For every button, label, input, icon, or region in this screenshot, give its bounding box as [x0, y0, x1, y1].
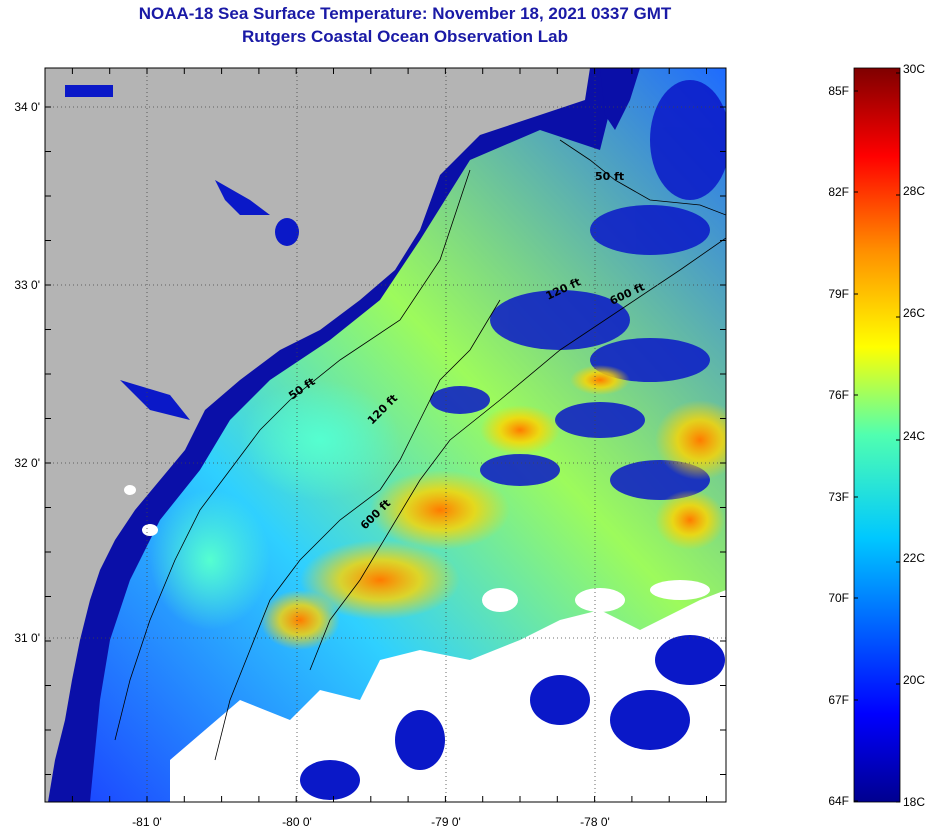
- lat-tick-label: 33 0': [14, 278, 40, 292]
- map-frame: [44, 67, 727, 803]
- colorbar-fahrenheit-labels: 85F 82F 79F 76F 73F 70F 67F 64F: [828, 84, 849, 808]
- axis-ticks: [45, 68, 726, 802]
- colorbar-c-label: 30C: [903, 62, 925, 76]
- cloud-gaps: [300, 635, 725, 800]
- chart-title: NOAA-18 Sea Surface Temperature: Novembe…: [138, 4, 672, 23]
- colorbar-c-label: 26C: [903, 306, 925, 320]
- colorbar-f-label: 76F: [828, 388, 849, 402]
- colorbar-f-label: 79F: [828, 287, 849, 301]
- lon-tick-label: -80 0': [282, 815, 312, 829]
- colorbar-c-label: 22C: [903, 551, 925, 565]
- lon-tick-label: -79 0': [431, 815, 461, 829]
- colorbar-celsius-labels: 30C 28C 26C 24C 22C 20C 18C: [903, 62, 925, 809]
- colorbar-f-label: 70F: [828, 591, 849, 605]
- bathymetry-contours: [114, 139, 726, 761]
- lat-tick-label: 34 0': [14, 100, 40, 114]
- colorbar-f-label: 73F: [828, 490, 849, 504]
- lat-tick-label: 31 0': [14, 631, 40, 645]
- lat-tick-label: 32 0': [14, 456, 40, 470]
- ne-shelf: [600, 68, 640, 130]
- chart-subtitle: Rutgers Coastal Ocean Observation Lab: [242, 27, 568, 46]
- colorbar-f-label: 64F: [828, 794, 849, 808]
- colorbar-f-label: 82F: [828, 185, 849, 199]
- gulf-stream-warm: [260, 365, 726, 650]
- contour-label: 50 ft: [595, 170, 624, 183]
- colorbar-ticks: [854, 72, 900, 803]
- colorbar-c-label: 28C: [903, 184, 925, 198]
- colorbar-c-label: 24C: [903, 429, 925, 443]
- lat-axis: 34 0' 33 0' 32 0' 31 0': [14, 100, 40, 645]
- map-gridlines: [45, 68, 726, 802]
- land-mass: [45, 68, 590, 802]
- colorbar-c-label: 20C: [903, 673, 925, 687]
- lon-tick-label: -81 0': [132, 815, 162, 829]
- inland-lakes: [65, 85, 299, 420]
- colorbar-f-label: 85F: [828, 84, 849, 98]
- colorbar-f-label: 67F: [828, 693, 849, 707]
- colorbar-c-label: 18C: [903, 795, 925, 809]
- cloud-mask: [124, 485, 726, 802]
- lon-axis: -81 0' -80 0' -79 0' -78 0': [132, 815, 610, 829]
- lon-tick-label: -78 0': [580, 815, 610, 829]
- colorbar-gradient: [853, 67, 901, 803]
